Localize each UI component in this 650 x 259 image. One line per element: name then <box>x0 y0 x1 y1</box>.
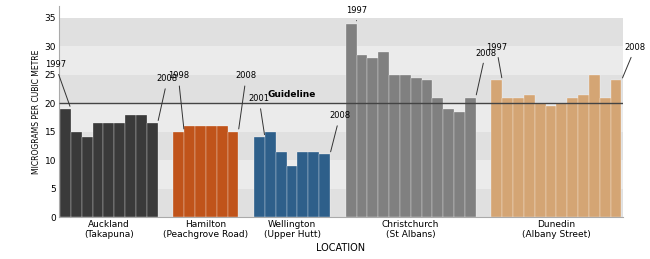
Bar <box>308 152 319 217</box>
Text: 2008: 2008 <box>236 71 257 129</box>
X-axis label: LOCATION: LOCATION <box>316 243 365 254</box>
Bar <box>356 55 367 217</box>
Bar <box>432 98 443 217</box>
Bar <box>59 46 623 75</box>
Bar <box>610 81 621 217</box>
Bar <box>136 115 147 217</box>
Bar <box>589 75 600 217</box>
Y-axis label: MICROGRAMS PER CUBIC METRE: MICROGRAMS PER CUBIC METRE <box>32 49 40 174</box>
Bar <box>206 126 216 217</box>
Bar <box>411 78 421 217</box>
Bar <box>59 18 623 46</box>
Bar <box>103 123 114 217</box>
Bar <box>400 75 411 217</box>
Bar <box>254 138 265 217</box>
Bar <box>276 152 287 217</box>
Bar <box>59 103 623 132</box>
Text: Guideline: Guideline <box>268 90 316 99</box>
Text: 1997: 1997 <box>346 6 367 21</box>
Bar <box>513 98 524 217</box>
Bar <box>265 132 276 217</box>
Bar <box>378 52 389 217</box>
Bar <box>125 115 136 217</box>
Bar <box>545 106 556 217</box>
Text: 2001: 2001 <box>248 94 270 135</box>
Bar <box>346 24 356 217</box>
Bar <box>465 98 476 217</box>
Bar <box>367 58 378 217</box>
Text: 1998: 1998 <box>168 71 189 129</box>
Bar <box>389 75 400 217</box>
Bar <box>421 81 432 217</box>
Bar <box>92 123 103 217</box>
Bar <box>82 138 92 217</box>
Bar <box>195 126 206 217</box>
Bar <box>287 166 298 217</box>
Bar <box>319 154 330 217</box>
Text: 2008: 2008 <box>157 74 178 120</box>
Bar <box>60 109 71 217</box>
Bar <box>600 98 610 217</box>
Text: 2008: 2008 <box>475 49 496 95</box>
Text: 2008: 2008 <box>623 43 646 78</box>
Bar <box>59 75 623 103</box>
Bar <box>114 123 125 217</box>
Text: 1997: 1997 <box>45 60 70 106</box>
Text: 2008: 2008 <box>329 111 350 152</box>
Bar <box>567 98 578 217</box>
Bar <box>556 103 567 217</box>
Bar <box>227 132 239 217</box>
Bar <box>454 112 465 217</box>
Bar <box>59 132 623 160</box>
Bar <box>59 189 623 217</box>
Bar <box>216 126 228 217</box>
Bar <box>174 132 184 217</box>
Bar <box>502 98 513 217</box>
Bar <box>59 160 623 189</box>
Bar <box>578 95 589 217</box>
Bar <box>184 126 195 217</box>
Bar <box>147 123 157 217</box>
Bar <box>298 152 308 217</box>
Bar <box>71 132 82 217</box>
Bar <box>535 103 545 217</box>
Text: 1997: 1997 <box>486 43 507 78</box>
Bar <box>491 81 502 217</box>
Bar <box>524 95 535 217</box>
Bar <box>443 109 454 217</box>
